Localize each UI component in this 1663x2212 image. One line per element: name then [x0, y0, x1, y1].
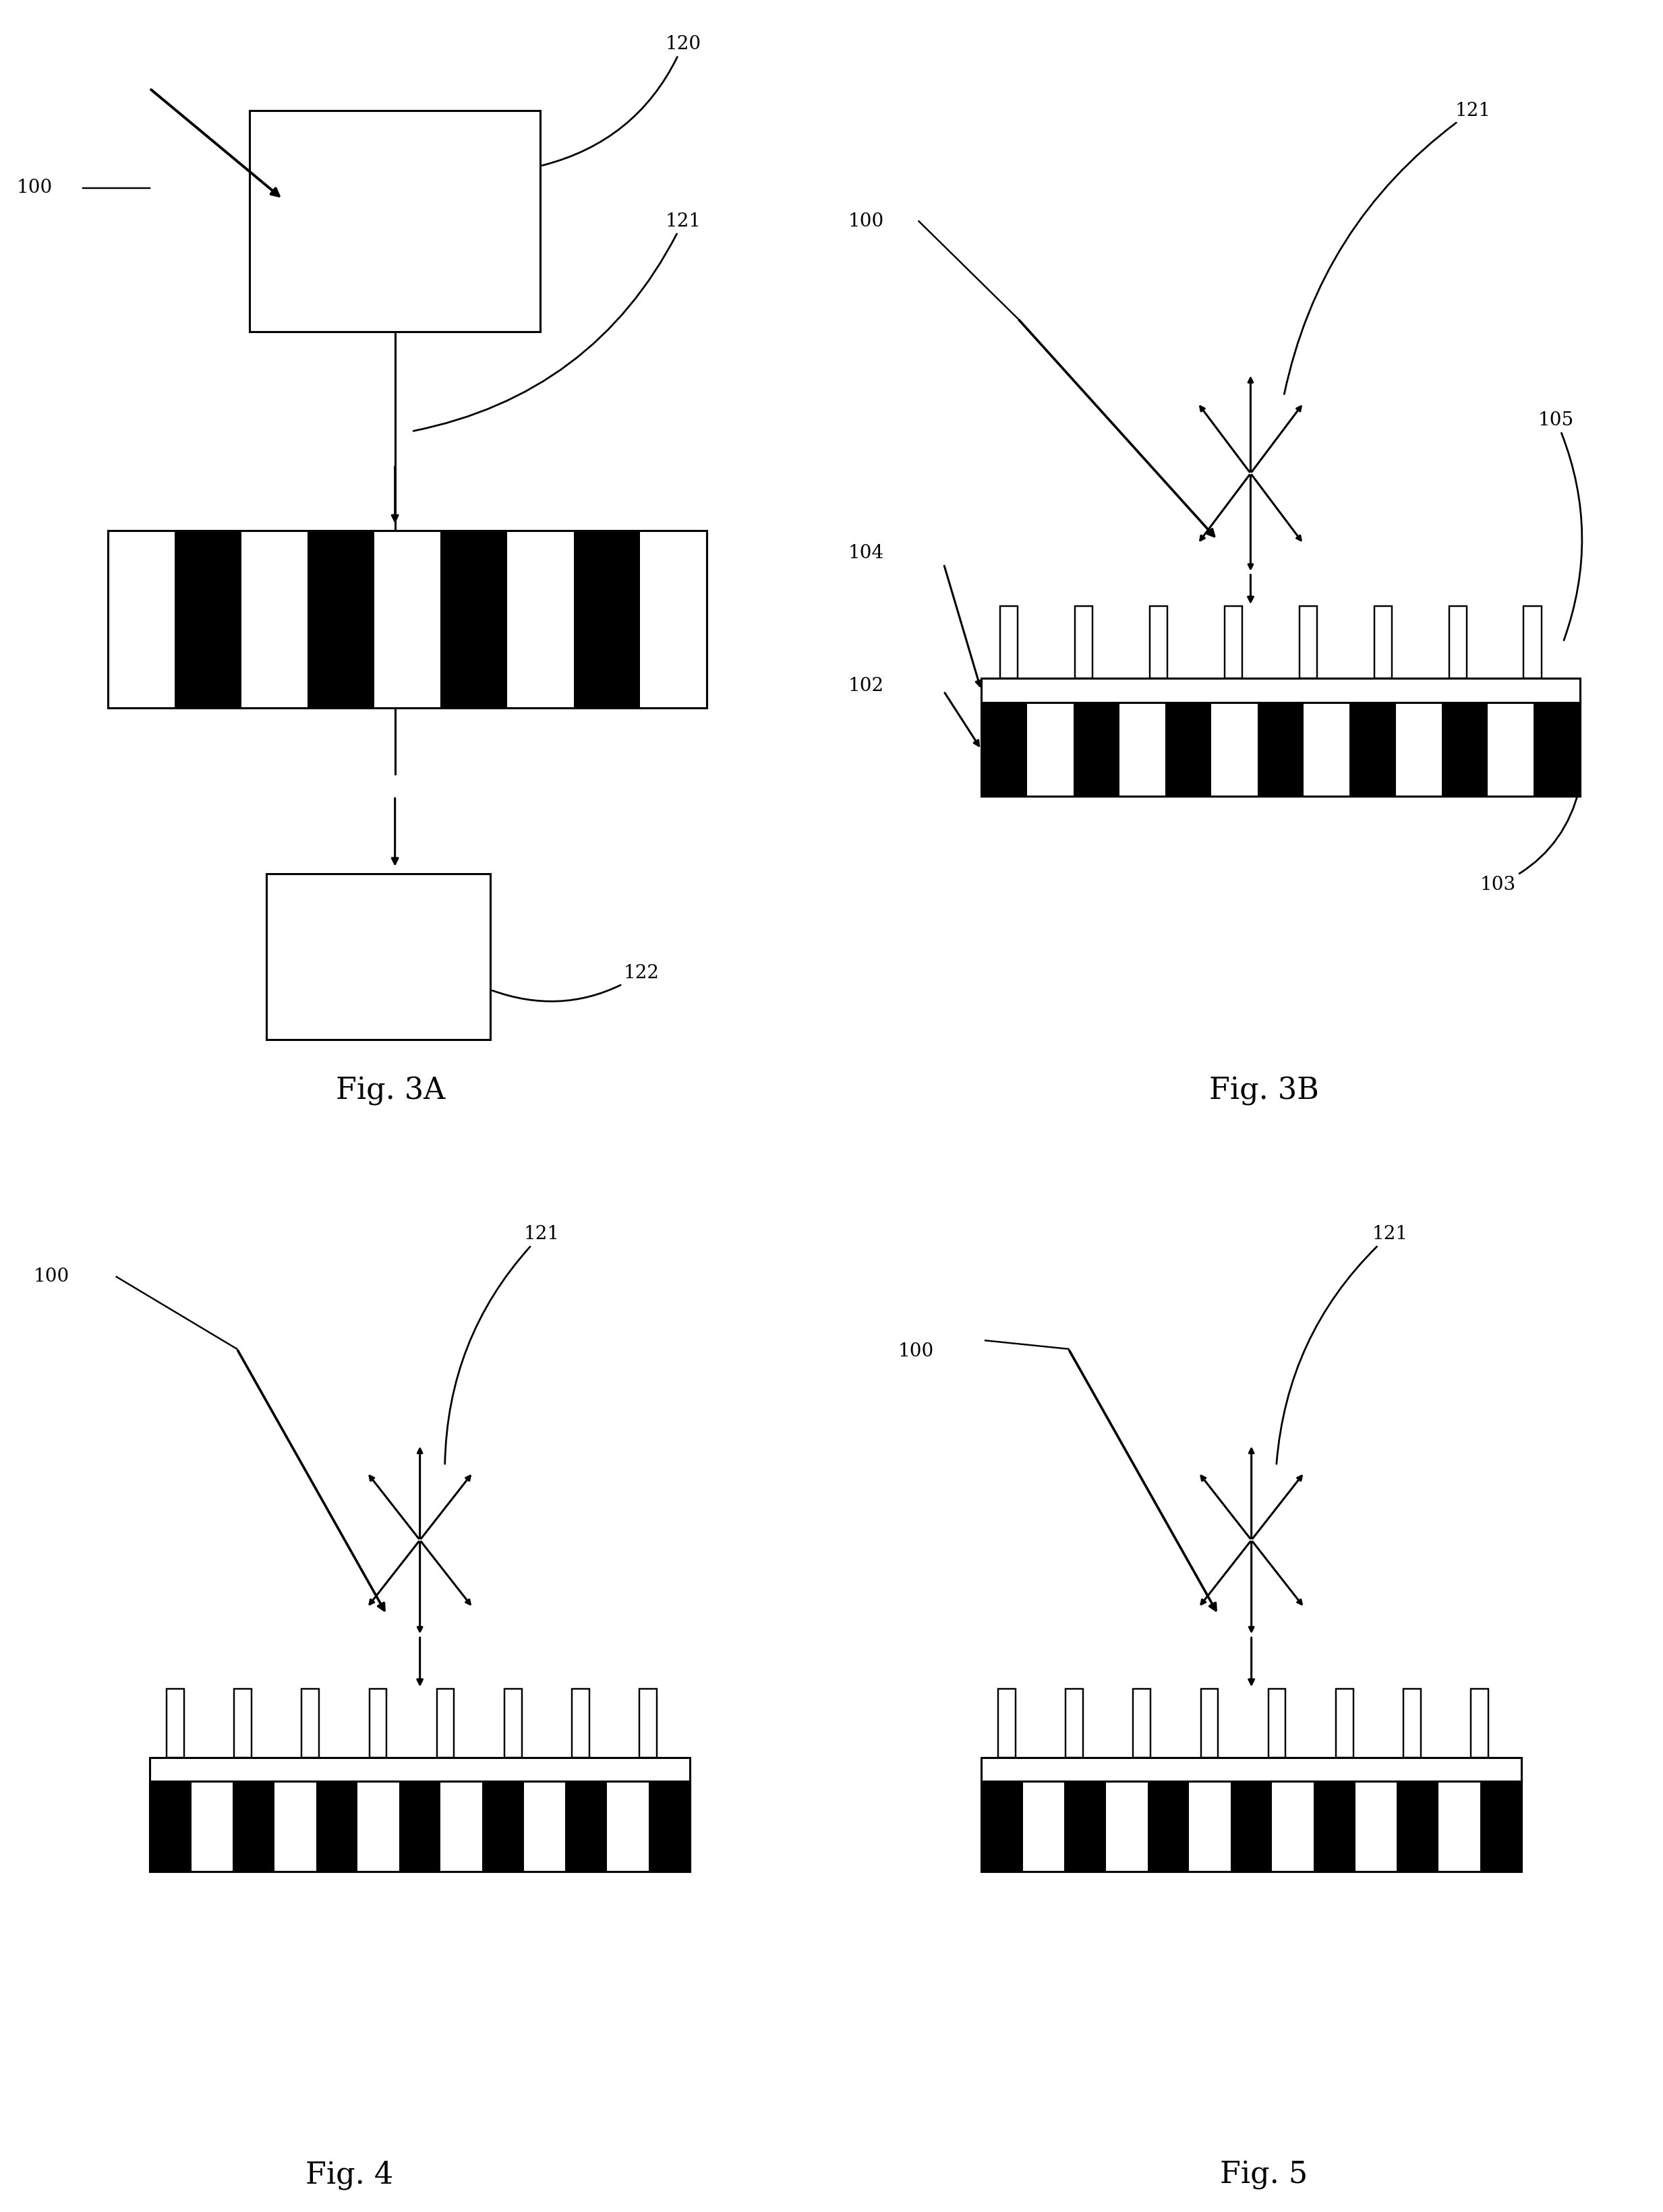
Bar — [574, 531, 640, 708]
Bar — [981, 703, 1580, 796]
Text: 122: 122 — [492, 964, 659, 1002]
Text: Fig. 3A: Fig. 3A — [336, 1077, 446, 1106]
Bar — [1224, 606, 1242, 677]
Bar — [191, 1781, 233, 1871]
Bar — [1438, 1781, 1480, 1871]
Bar — [150, 1781, 690, 1871]
Bar — [1355, 1781, 1397, 1871]
Text: 103: 103 — [1480, 790, 1580, 894]
Text: 100: 100 — [33, 1267, 70, 1285]
Bar — [274, 1781, 316, 1871]
Bar — [1404, 1688, 1420, 1759]
Bar — [150, 1781, 690, 1871]
Bar — [1488, 703, 1533, 796]
Bar — [1269, 1688, 1285, 1759]
Bar — [1448, 606, 1467, 677]
Bar — [981, 1781, 1522, 1871]
Bar — [1472, 1688, 1488, 1759]
Text: 104: 104 — [848, 544, 885, 562]
Text: 100: 100 — [898, 1343, 935, 1360]
Bar — [249, 111, 540, 332]
Bar — [504, 1688, 522, 1759]
Bar — [1272, 1781, 1314, 1871]
Bar — [1149, 606, 1167, 677]
Bar — [1201, 1688, 1217, 1759]
Bar — [441, 531, 507, 708]
Bar — [166, 1688, 185, 1759]
Bar — [358, 1781, 399, 1871]
Bar — [998, 1688, 1016, 1759]
Bar — [1066, 1688, 1083, 1759]
Bar — [266, 874, 491, 1040]
Bar — [441, 1781, 482, 1871]
Text: 120: 120 — [542, 35, 702, 166]
Bar — [150, 1759, 690, 1781]
Text: 121: 121 — [1277, 1225, 1409, 1464]
Bar — [1299, 606, 1317, 677]
Bar — [981, 1781, 1522, 1871]
Text: 100: 100 — [17, 179, 53, 197]
Bar — [1023, 1781, 1064, 1871]
Text: 121: 121 — [414, 212, 702, 431]
Text: 121: 121 — [446, 1225, 560, 1464]
Bar — [1523, 606, 1542, 677]
Text: 100: 100 — [848, 212, 885, 230]
Text: 121: 121 — [1284, 102, 1492, 394]
Bar — [981, 677, 1580, 703]
Text: 105: 105 — [1538, 411, 1582, 639]
Bar — [607, 1781, 649, 1871]
Bar — [108, 531, 707, 708]
Bar — [524, 1781, 565, 1871]
Bar — [1304, 703, 1350, 796]
Bar — [981, 1759, 1522, 1781]
Bar — [1374, 606, 1392, 677]
Bar — [1074, 606, 1093, 677]
Bar — [999, 606, 1018, 677]
Bar — [1106, 1781, 1147, 1871]
Bar — [108, 531, 707, 708]
Bar — [1133, 1688, 1151, 1759]
Bar — [308, 531, 374, 708]
Bar — [640, 1688, 657, 1759]
Bar — [437, 1688, 454, 1759]
Bar — [572, 1688, 589, 1759]
Bar — [1335, 1688, 1354, 1759]
Bar — [1189, 1781, 1231, 1871]
Text: Fig. 5: Fig. 5 — [1221, 2161, 1307, 2190]
Text: Fig. 3B: Fig. 3B — [1209, 1077, 1319, 1106]
Bar — [234, 1688, 251, 1759]
Bar — [1211, 703, 1257, 796]
Bar — [981, 703, 1580, 796]
Bar — [175, 531, 241, 708]
Text: Fig. 4: Fig. 4 — [306, 2161, 392, 2190]
Text: 102: 102 — [848, 677, 885, 695]
Bar — [1395, 703, 1442, 796]
Bar — [369, 1688, 386, 1759]
Bar — [1119, 703, 1166, 796]
Bar — [1028, 703, 1073, 796]
Bar — [301, 1688, 319, 1759]
